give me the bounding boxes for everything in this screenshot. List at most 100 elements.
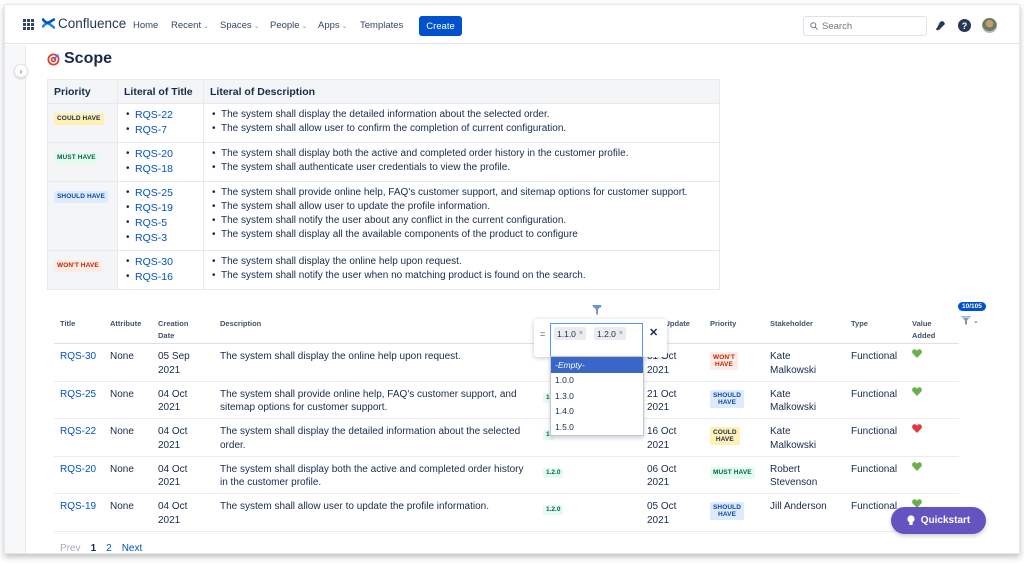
description-cell: The system shall allow user to update th… <box>220 501 490 512</box>
green-heart-icon <box>912 461 922 471</box>
dropdown-option[interactable]: 1.4.0 <box>555 406 574 417</box>
col-type[interactable]: Type <box>851 319 868 328</box>
type-cell: Functional <box>851 388 898 400</box>
description-item: The system shall authenticate user crede… <box>210 161 713 175</box>
requirement-link[interactable]: RQS-20 <box>60 463 97 475</box>
dropdown-option[interactable]: 1.3.0 <box>555 390 574 401</box>
version-lozenge: 1. <box>543 392 555 403</box>
page-title-text: Scope <box>64 50 113 67</box>
quickstart-button[interactable]: Quickstart <box>891 507 986 534</box>
requirement-link[interactable]: RQS-30 <box>60 351 97 362</box>
col-priority[interactable]: Priority <box>710 319 737 328</box>
priority-lozenge: SHOULD HAVE <box>54 191 108 203</box>
nav-people[interactable]: People ⌄ <box>270 20 307 31</box>
nav-apps[interactable]: Apps ⌄ <box>318 20 348 31</box>
col-title[interactable]: Title <box>60 319 76 328</box>
requirement-link[interactable]: RQS-20 <box>135 148 173 160</box>
stakeholder-part: Malkowski <box>770 402 817 413</box>
requirement-link[interactable]: RQS-22 <box>60 426 97 437</box>
column-filter-active-icon[interactable] <box>592 305 602 315</box>
col-value-line1: Value <box>912 319 932 328</box>
stakeholder-part: Stevenson <box>770 477 818 488</box>
stakeholder-part: Kate <box>770 388 791 400</box>
date-part: 21 Oct <box>647 388 677 400</box>
dropdown-option[interactable]: 1.5.0 <box>555 421 574 432</box>
chevron-down-icon: ⌄ <box>973 317 979 325</box>
creation-date-cell: 04 Oct 2021 <box>158 425 208 452</box>
date-part: 2021 <box>158 364 181 376</box>
app-switcher-icon[interactable] <box>23 19 34 30</box>
sidebar-expand-toggle[interactable]: › <box>14 64 28 78</box>
requirement-link[interactable]: RQS-25 <box>60 388 97 400</box>
search-box[interactable] <box>803 16 927 36</box>
requirement-link[interactable]: RQS-7 <box>135 124 168 136</box>
priority-lozenge: COULD HAVE <box>710 427 740 445</box>
lozenge-line: HAVE <box>715 436 734 443</box>
requirement-link[interactable]: RQS-16 <box>135 271 173 283</box>
requirement-link[interactable]: RQS-5 <box>135 217 168 229</box>
nav-templates[interactable]: Templates <box>360 20 403 31</box>
browser-frame: Confluence Home Recent ⌄ Spaces ⌄ People ⌄ … <box>4 4 1020 554</box>
date-part: 2021 <box>647 477 670 488</box>
next-page-button[interactable]: Next <box>121 543 143 554</box>
red-heart-icon <box>912 424 922 433</box>
col-stakeholder[interactable]: Stakeholder <box>770 319 813 328</box>
date-part: 05 Sep <box>158 351 190 362</box>
priority-lozenge: SHOULD HAVE <box>710 502 745 520</box>
creation-date-cell: 04 Oct 2021 <box>158 388 208 415</box>
table-row: RQS-25 None 04 Oct 2021 The system shall … <box>54 382 959 419</box>
create-button[interactable]: Create <box>419 16 462 36</box>
col-last-update[interactable]: Last Update <box>647 319 690 328</box>
col-value-line2: Added <box>912 331 936 340</box>
page-title: Scope <box>47 50 112 68</box>
page-1-button[interactable]: 1 <box>90 543 97 554</box>
help-icon[interactable]: ? <box>958 19 971 32</box>
list-item: RQS-19 <box>124 201 197 216</box>
requirement-link[interactable]: RQS-30 <box>135 256 173 268</box>
requirement-link[interactable]: RQS-3 <box>135 232 168 244</box>
date-part: 04 Oct <box>158 501 188 512</box>
nav-recent-label: Recent <box>171 20 202 31</box>
filter-chip[interactable]: 1.1.0 × <box>554 327 586 340</box>
requirement-link[interactable]: RQS-22 <box>135 109 173 121</box>
col-attribute[interactable]: Attribute <box>110 319 142 328</box>
col-description[interactable]: Description <box>220 319 262 328</box>
prev-page-button[interactable]: Prev <box>60 543 81 554</box>
quickstart-label: Quickstart <box>920 515 971 526</box>
close-filter-icon[interactable]: ✕ <box>649 327 659 339</box>
filter-multiselect-input[interactable]: 1.1.0 × 1.2.0 × <box>550 323 643 359</box>
requirement-link[interactable]: RQS-18 <box>135 163 173 175</box>
lozenge-line: WON'T <box>713 354 735 361</box>
lozenge-line: SHOULD <box>713 391 742 399</box>
remove-chip-icon[interactable]: × <box>618 330 623 337</box>
remove-chip-icon[interactable]: × <box>578 330 583 337</box>
nav-spaces[interactable]: Spaces ⌄ <box>220 20 260 31</box>
search-input[interactable] <box>822 20 918 32</box>
filter-operator[interactable]: = <box>540 329 546 339</box>
nav-home[interactable]: Home <box>133 20 158 31</box>
attribute-cell: None <box>110 463 134 475</box>
pagination: Prev 1 2 Next <box>60 543 143 554</box>
notifications-icon[interactable] <box>935 20 946 31</box>
dropdown-option[interactable]: 1.0.0 <box>555 375 574 386</box>
description-item: The system shall notify the user when no… <box>210 269 713 283</box>
col-creation-date[interactable]: Creation Date <box>158 318 208 342</box>
user-avatar[interactable] <box>982 18 997 33</box>
requirement-link[interactable]: RQS-25 <box>135 187 173 199</box>
requirement-link[interactable]: RQS-19 <box>60 501 97 512</box>
nav-home-label: Home <box>133 20 159 31</box>
filter-chip[interactable]: 1.2.0 × <box>594 327 626 340</box>
dropdown-option[interactable]: -Empty- <box>551 357 643 373</box>
last-update-cell: 06 Oct 2021 <box>647 463 676 490</box>
chip-label: 1.1.0 <box>557 328 576 339</box>
priority-lozenge: WON'T HAVE <box>54 260 102 272</box>
page-2-button[interactable]: 2 <box>106 543 112 554</box>
description-cell: The system shall provide online help, FA… <box>220 388 517 414</box>
confluence-logo[interactable]: Confluence <box>42 16 126 31</box>
scope-row-could: COULD HAVE RQS-22 RQS-7 The system shall… <box>47 103 720 143</box>
stakeholder-part: Kate <box>770 426 791 437</box>
requirement-link[interactable]: RQS-19 <box>135 202 173 214</box>
col-value-added[interactable]: Value Added <box>912 318 935 342</box>
table-filter-toggle[interactable]: ⌄ <box>961 316 979 325</box>
nav-recent[interactable]: Recent ⌄ <box>171 20 209 31</box>
